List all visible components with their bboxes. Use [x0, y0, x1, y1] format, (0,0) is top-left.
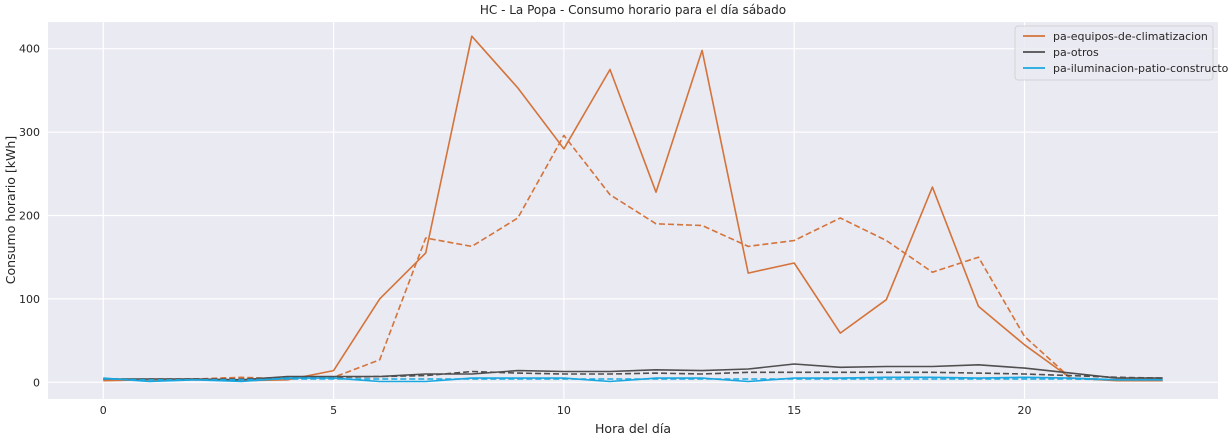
- legend-label: pa-otros: [1053, 46, 1099, 59]
- legend-label: pa-iluminacion-patio-constructor: [1053, 62, 1228, 75]
- legend-label: pa-equipos-de-climatizacion: [1053, 30, 1208, 43]
- x-tick-label: 0: [100, 404, 107, 417]
- x-ticks: 0 5 10 15 20: [100, 404, 1032, 417]
- chart-title: HC - La Popa - Consumo horario para el d…: [480, 3, 786, 17]
- x-axis-label: Hora del día: [595, 421, 671, 436]
- y-ticks: 0 100 200 300 400: [19, 43, 40, 390]
- x-tick-label: 10: [557, 404, 571, 417]
- x-tick-label: 15: [787, 404, 801, 417]
- x-tick-label: 5: [330, 404, 337, 417]
- grid: [48, 22, 1218, 399]
- x-tick-label: 20: [1018, 404, 1032, 417]
- y-tick-label: 100: [19, 293, 40, 306]
- plot-area: [48, 22, 1218, 399]
- y-tick-label: 300: [19, 126, 40, 139]
- y-tick-label: 400: [19, 43, 40, 56]
- series-group: [103, 35, 1163, 383]
- y-tick-label: 0: [33, 376, 40, 389]
- y-axis-label: Consumo horario [kWh]: [3, 136, 18, 284]
- legend: pa-equipos-de-climatizacion pa-otros pa-il…: [1014, 25, 1228, 81]
- y-tick-label: 200: [19, 210, 40, 223]
- series-line-pa-equipos-de-climatizacion: [103, 35, 1163, 382]
- series-line-pa-iluminacion-patio-constructor-dashed: [103, 378, 1163, 381]
- series-line-pa-otros-dashed: [103, 370, 1163, 380]
- legend-box: [1014, 25, 1214, 81]
